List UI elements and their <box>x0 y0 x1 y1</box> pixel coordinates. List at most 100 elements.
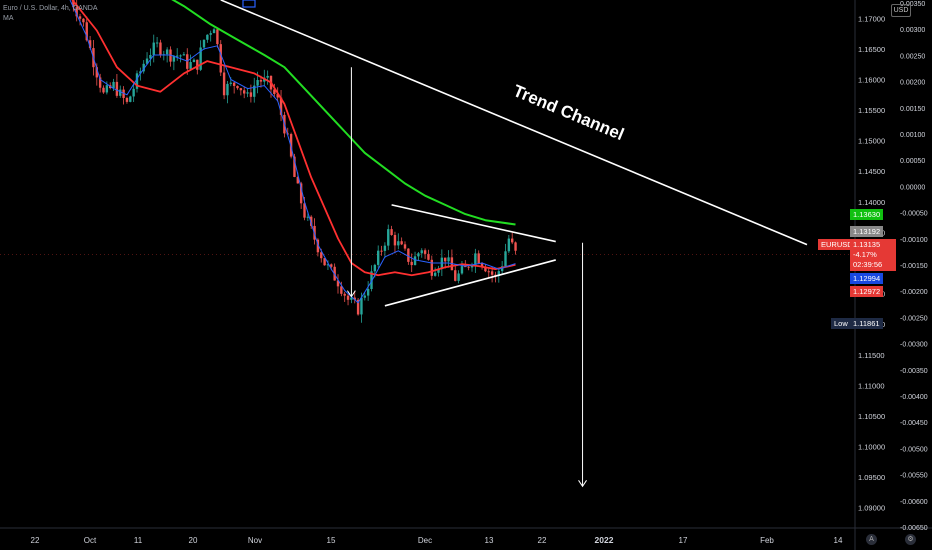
ma-long-price-tag: 1.13630 <box>850 209 884 220</box>
candle-body <box>444 257 447 262</box>
time-tick-label: 20 <box>189 536 198 545</box>
candle-body <box>72 0 75 8</box>
secondary-scale-tick-label: 0.00150 <box>900 106 925 113</box>
candle-body <box>407 248 410 262</box>
trend-line <box>220 0 808 246</box>
time-tick-label: Nov <box>248 536 262 545</box>
candle-body <box>232 82 236 86</box>
candle-body <box>400 241 403 245</box>
candle-body <box>504 251 507 267</box>
ma-long-line <box>171 0 516 226</box>
candle-body <box>212 29 216 34</box>
candle-body <box>350 297 353 300</box>
price-tick-label: 1.14000 <box>858 198 885 207</box>
candle-body <box>159 42 162 55</box>
plot-layer <box>69 0 808 488</box>
trend-line <box>391 204 556 243</box>
candle-body <box>323 258 326 266</box>
candle-body <box>246 92 249 94</box>
candle-body <box>199 47 202 70</box>
time-tick-label: 2022 <box>595 535 614 545</box>
ma-mid-price-tag: 1.12972 <box>850 286 884 297</box>
price-tick-label: 1.10500 <box>858 412 885 421</box>
candle-body <box>316 239 320 253</box>
candle-body <box>490 271 494 275</box>
candle-body <box>222 72 226 96</box>
candle-body <box>112 81 115 89</box>
candle-body <box>95 67 98 78</box>
candle-body <box>340 286 343 294</box>
candle-body <box>293 156 296 177</box>
candle-body <box>390 229 393 236</box>
time-tick-label: 14 <box>834 536 843 545</box>
candle-body <box>346 295 350 300</box>
candle-body <box>152 42 155 56</box>
candle-body <box>326 264 330 266</box>
time-tick-label: Oct <box>84 536 97 545</box>
candle-body <box>142 63 145 72</box>
time-tick-label: 15 <box>327 536 336 545</box>
symbol-tag: EURUSD <box>818 239 856 250</box>
candle-body <box>410 261 413 266</box>
candle-body <box>447 257 450 262</box>
low-price-tag: 1.11861 <box>850 318 883 329</box>
price-tick-label: 1.15500 <box>858 106 885 115</box>
candle-body <box>413 256 417 266</box>
candle-body <box>306 216 310 218</box>
candle-body <box>155 42 159 44</box>
candle-body <box>480 263 484 267</box>
candle-body <box>206 34 209 40</box>
low-label-tag: Low <box>831 318 851 329</box>
secondary-scale-tick-label: 0.00250 <box>900 53 925 60</box>
secondary-scale-tick-label: 0.00000 <box>900 184 925 191</box>
candle-body <box>303 203 306 218</box>
candle-body <box>219 44 222 73</box>
candle-body <box>259 80 263 82</box>
settings-gear-icon[interactable]: ⚙ <box>905 534 916 545</box>
price-tick-label: 1.09000 <box>858 504 885 513</box>
secondary-scale-tick-label: 0.00350 <box>900 1 925 8</box>
price-tick-label: 1.11000 <box>858 381 885 390</box>
secondary-scale-tick-label: 0.00300 <box>900 27 925 34</box>
secondary-scale-tick-label: 0.00050 <box>900 158 925 165</box>
candle-body <box>397 241 400 246</box>
instrument-title: Euro / U.S. Dollar, 4h, OANDA <box>3 5 98 12</box>
secondary-scale-tick-label: 0.00200 <box>900 80 925 87</box>
time-tick-label: 17 <box>679 536 688 545</box>
candle-body <box>78 16 82 19</box>
candle-body <box>176 55 179 57</box>
grey-price-tag: 1.13192 <box>850 226 884 237</box>
ma-short-price-tag: 1.12994 <box>850 273 884 284</box>
ma-short-line <box>69 0 516 304</box>
auto-scale-icon[interactable]: A <box>866 534 877 545</box>
candle-body <box>129 96 132 102</box>
candle-body <box>296 176 299 184</box>
candle-body <box>196 59 199 70</box>
price-tick-label: 1.11500 <box>858 351 885 360</box>
candle-body <box>266 75 269 78</box>
time-tick-label: 13 <box>485 536 494 545</box>
candle-body <box>139 71 142 74</box>
candle-body <box>467 266 470 268</box>
secondary-scale-tick-label: -0.00350 <box>900 368 928 375</box>
projection-arrow-head <box>578 480 587 488</box>
candle-body <box>514 242 517 251</box>
currency-button[interactable]: USD <box>891 4 911 17</box>
time-tick-label: 11 <box>134 536 143 545</box>
candle-body <box>477 253 480 264</box>
secondary-scale-tick-label: -0.00500 <box>900 446 928 453</box>
candle-body <box>427 253 430 260</box>
candle-body <box>273 89 276 95</box>
candle-body <box>363 295 366 298</box>
candle-body <box>336 280 340 287</box>
candle-body <box>437 268 440 273</box>
candle-body <box>179 55 182 57</box>
trend-line <box>384 259 556 307</box>
price-tick-label: 1.16000 <box>858 75 885 84</box>
secondary-scale-tick-label: -0.00450 <box>900 420 928 427</box>
candle-body <box>343 293 346 296</box>
peak-marker <box>242 0 256 8</box>
secondary-scale-tick-label: -0.00300 <box>900 342 928 349</box>
candle-body <box>145 58 149 64</box>
